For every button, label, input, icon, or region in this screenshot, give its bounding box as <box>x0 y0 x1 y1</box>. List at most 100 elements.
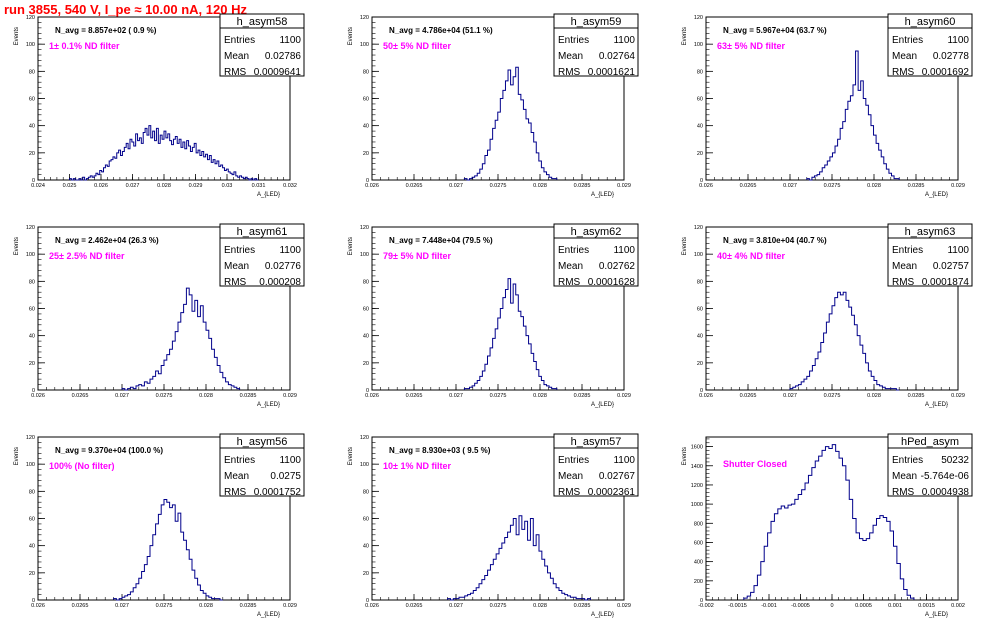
x-axis-title: A_{LED} <box>925 192 948 198</box>
x-tick-label: 0.0285 <box>908 183 925 189</box>
y-tick-label: 20 <box>363 361 369 367</box>
y-tick-label: 200 <box>694 579 703 585</box>
stats-box <box>219 27 305 77</box>
y-tick-label: 20 <box>29 151 35 157</box>
x-tick-label: 0.028 <box>199 603 213 609</box>
y-tick-label: 80 <box>29 69 35 75</box>
x-tick-label: 0.029 <box>617 393 631 399</box>
y-axis-title: Events <box>14 237 20 255</box>
x-tick-label: 0.0265 <box>406 603 423 609</box>
x-tick-label: 0.031 <box>252 183 266 189</box>
stats-entries-label: Entries <box>224 35 255 46</box>
y-tick-label: 40 <box>697 334 703 340</box>
y-tick-label: 1200 <box>691 483 703 489</box>
x-tick-label: 0.0275 <box>824 183 841 189</box>
y-tick-label: 120 <box>360 15 369 21</box>
y-tick-label: 20 <box>363 571 369 577</box>
y-tick-label: 80 <box>29 489 35 495</box>
y-tick-label: 100 <box>360 42 369 48</box>
y-tick-label: 20 <box>363 151 369 157</box>
stats-mean-value: 0.02776 <box>265 261 302 272</box>
y-tick-label: 60 <box>363 97 369 103</box>
y-tick-label: 120 <box>26 15 35 21</box>
x-tick-label: 0.0265 <box>740 183 757 189</box>
stats-mean-label: Mean <box>558 51 583 62</box>
x-tick-label: 0.0285 <box>574 393 591 399</box>
stats-entries-value: 1100 <box>279 455 301 466</box>
stats-entries-label: Entries <box>892 35 923 46</box>
n-avg-label: N_avg = 8.857e+02 ( 0.9 %) <box>55 26 157 35</box>
x-tick-label: -0.0015 <box>728 603 747 609</box>
x-tick-label: 0.029 <box>617 603 631 609</box>
y-axis-title: Events <box>348 27 354 45</box>
stats-entries-label: Entries <box>892 455 923 466</box>
stats-rms-label: RMS <box>224 277 247 288</box>
stats-entries-label: Entries <box>224 245 255 256</box>
stats-entries-label: Entries <box>558 455 589 466</box>
histogram-panel-h_asym59: 0 20 40 60 80 100 120 0.026 0.0265 0.027 0.0275 0.0… <box>348 13 639 198</box>
x-axis-title: A_{LED} <box>257 402 280 408</box>
x-tick-label: 0.0265 <box>72 603 89 609</box>
y-tick-label: 0 <box>700 598 703 604</box>
x-tick-label: 0.0265 <box>406 393 423 399</box>
y-tick-label: 80 <box>363 69 369 75</box>
x-tick-label: 0.028 <box>199 393 213 399</box>
x-tick-label: 0.0285 <box>574 603 591 609</box>
x-tick-label: 0.027 <box>783 393 797 399</box>
y-tick-label: 100 <box>360 252 369 258</box>
stats-rms-value: 0.0001692 <box>922 67 970 78</box>
y-tick-label: 40 <box>29 544 35 550</box>
stats-rms-label: RMS <box>558 277 581 288</box>
histogram-panel-h_asym56: 0 20 40 60 80 100 120 0.026 0.0265 0.027 0.0275 0.0… <box>14 433 305 618</box>
x-tick-label: 0.03 <box>222 183 233 189</box>
y-tick-label: 60 <box>363 307 369 313</box>
stats-box <box>553 237 639 287</box>
stats-entries-label: Entries <box>892 245 923 256</box>
x-tick-label: 0.026 <box>699 393 713 399</box>
histogram-panel-h_asym61: 0 20 40 60 80 100 120 0.026 0.0265 0.027 0.0275 0.0… <box>14 223 305 408</box>
y-tick-label: 0 <box>32 178 35 184</box>
stats-entries-value: 1100 <box>279 245 301 256</box>
x-tick-label: 0.026 <box>31 393 45 399</box>
y-tick-label: 0 <box>32 388 35 394</box>
y-tick-label: 80 <box>697 69 703 75</box>
stats-box <box>887 447 973 497</box>
stats-mean-label: Mean <box>892 261 917 272</box>
x-tick-label: 0.028 <box>867 183 881 189</box>
histogram-line <box>463 278 558 390</box>
stats-box <box>219 447 305 497</box>
histogram-name: h_asym58 <box>237 16 288 28</box>
n-avg-label: N_avg = 8.930e+03 ( 9.5 %) <box>389 446 491 455</box>
y-axis-title: Events <box>682 447 688 465</box>
histogram-name: h_asym63 <box>905 226 956 238</box>
n-avg-label: N_avg = 4.786e+04 (51.1 %) <box>389 26 493 35</box>
y-tick-label: 60 <box>29 307 35 313</box>
stats-entries-label: Entries <box>224 455 255 466</box>
histogram-panel-h_asym60: 0 20 40 60 80 100 120 0.026 0.0265 0.027 0.0275 0.0… <box>682 13 973 198</box>
x-tick-label: 0.026 <box>365 393 379 399</box>
stats-rms-value: 0.0002361 <box>588 487 636 498</box>
stats-mean-value: 0.02757 <box>933 261 970 272</box>
x-tick-label: 0.0005 <box>855 603 872 609</box>
y-tick-label: 1600 <box>691 445 703 451</box>
y-tick-label: 60 <box>29 517 35 523</box>
x-tick-label: 0.001 <box>888 603 902 609</box>
x-tick-label: 0.027 <box>449 393 463 399</box>
y-tick-label: 20 <box>697 151 703 157</box>
stats-rms-label: RMS <box>558 67 581 78</box>
y-axis-title: Events <box>682 237 688 255</box>
x-tick-label: 0.026 <box>94 183 108 189</box>
y-tick-label: 120 <box>694 15 703 21</box>
x-tick-label: 0.0275 <box>824 393 841 399</box>
stats-mean-label: Mean <box>892 471 917 482</box>
y-tick-label: 60 <box>363 517 369 523</box>
x-tick-label: 0.025 <box>63 183 77 189</box>
y-tick-label: 0 <box>366 178 369 184</box>
stats-mean-value: 0.0275 <box>270 471 301 482</box>
stats-mean-label: Mean <box>558 261 583 272</box>
x-tick-label: 0.0285 <box>240 393 257 399</box>
y-tick-label: 100 <box>26 252 35 258</box>
filter-label: 25± 2.5% ND filter <box>49 251 125 261</box>
x-tick-label: 0.0265 <box>72 393 89 399</box>
y-tick-label: 80 <box>29 279 35 285</box>
